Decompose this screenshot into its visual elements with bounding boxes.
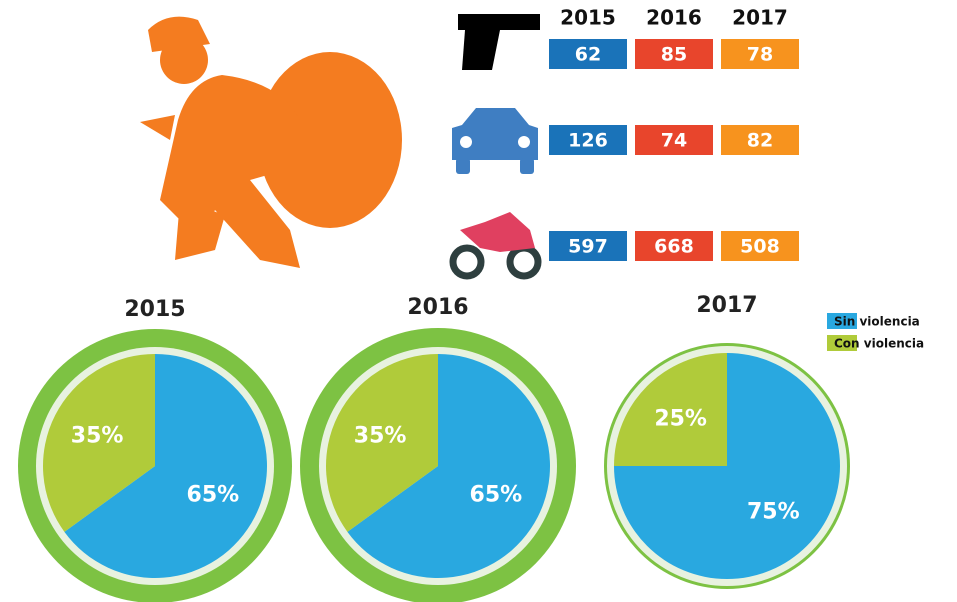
cell-value: 78 bbox=[747, 44, 773, 66]
thief-icon bbox=[140, 17, 402, 268]
cell-value: 597 bbox=[568, 236, 608, 258]
pie-label: 75% bbox=[747, 499, 800, 524]
gun-icon bbox=[458, 14, 540, 70]
pie-label: 35% bbox=[71, 424, 124, 449]
pie-title: 2016 bbox=[407, 295, 468, 320]
cell-value: 62 bbox=[575, 44, 601, 66]
cell-value: 74 bbox=[661, 130, 687, 152]
year-header: 2016 bbox=[646, 6, 702, 30]
pie-charts: 2015 65% 35% 2016 65% 35% 2017 75% 25% Sin violen… bbox=[18, 293, 924, 602]
pie-label: 25% bbox=[654, 407, 707, 432]
cell-value: 668 bbox=[654, 236, 694, 258]
car-icon bbox=[452, 108, 538, 174]
pie-title: 2017 bbox=[696, 293, 757, 318]
cell-value: 126 bbox=[568, 130, 608, 152]
moto-icon bbox=[453, 212, 538, 276]
year-header: 2017 bbox=[732, 6, 788, 30]
year-header: 2015 bbox=[560, 6, 616, 30]
cell-value: 82 bbox=[747, 130, 773, 152]
pie-label: 65% bbox=[470, 482, 523, 507]
infographic: 2015 2016 2017 62 85 78 126 74 82 597 668 508 2015 6… bbox=[0, 0, 957, 602]
legend-label: Con violencia bbox=[834, 337, 924, 351]
legend-label: Sin violencia bbox=[834, 315, 920, 329]
table: 2015 2016 2017 62 85 78 126 74 82 597 668 508 bbox=[549, 6, 799, 262]
cell-value: 85 bbox=[661, 44, 687, 66]
page: 2015 2016 2017 62 85 78 126 74 82 597 668 508 2015 6… bbox=[0, 0, 957, 602]
cell-value: 508 bbox=[740, 236, 780, 258]
pie-title: 2015 bbox=[124, 297, 185, 322]
pie-label: 35% bbox=[354, 424, 407, 449]
pie-label: 65% bbox=[187, 482, 240, 507]
